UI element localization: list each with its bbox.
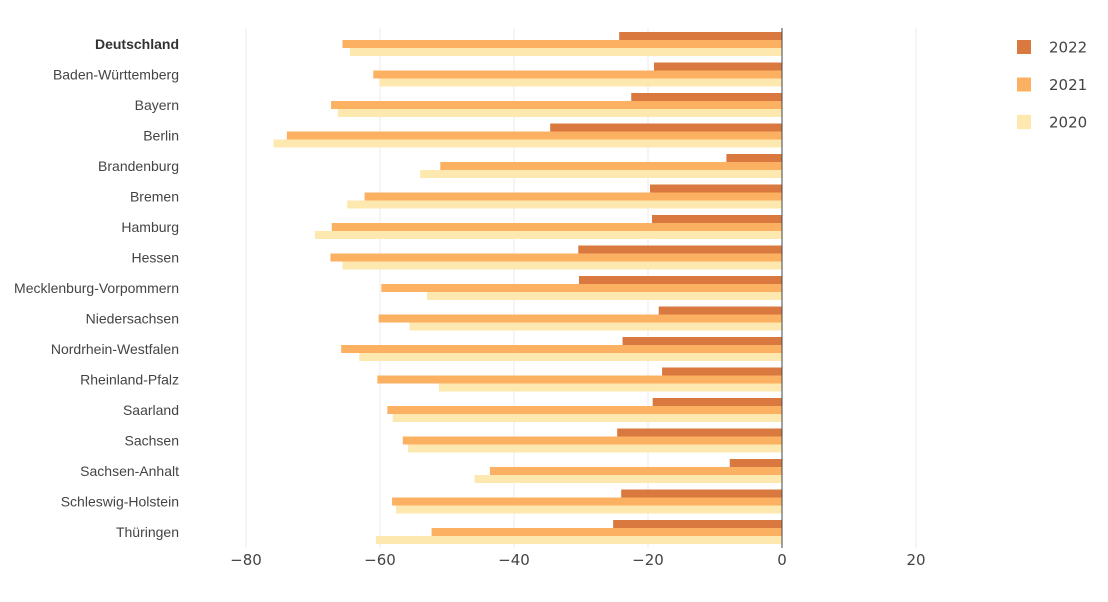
legend-label-2021: 2021	[1049, 76, 1087, 94]
bar-2021-deutschland[interactable]	[342, 40, 782, 48]
bar-2020-schleswig-holstein[interactable]	[396, 505, 782, 514]
bar-2021-nordrhein-westfalen[interactable]	[341, 345, 782, 353]
bar-2022-sachsen-anhalt[interactable]	[729, 459, 782, 467]
bar-2022-brandenburg[interactable]	[726, 154, 782, 162]
bar-2021-berlin[interactable]	[286, 131, 782, 140]
bar-2020-bremen[interactable]	[347, 200, 782, 209]
x-tick-label: 20	[906, 551, 925, 569]
bar-2022-bremen[interactable]	[650, 184, 782, 193]
category-label-brandenburg: Brandenburg	[98, 158, 179, 174]
category-label-deutschland: Deutschland	[95, 36, 179, 52]
bar-2021-sachsen[interactable]	[402, 436, 782, 445]
bar-2020-saarland[interactable]	[392, 414, 782, 422]
bar-2021-sachsen-anhalt[interactable]	[489, 467, 782, 475]
bar-2020-deutschland[interactable]	[349, 48, 782, 56]
bar-2020-brandenburg[interactable]	[420, 170, 782, 178]
bar-2022-bayern[interactable]	[631, 93, 782, 101]
bar-2020-sachsen[interactable]	[408, 444, 782, 453]
bar-2021-schleswig-holstein[interactable]	[392, 497, 782, 506]
category-label-hamburg: Hamburg	[121, 219, 179, 235]
bar-2020-hessen[interactable]	[342, 261, 782, 270]
bar-2021-saarland[interactable]	[387, 406, 782, 414]
legend-item-2020[interactable]: 2020	[1017, 114, 1087, 132]
x-tick-label: −80	[230, 551, 262, 569]
category-label-sachsen-anhalt: Sachsen-Anhalt	[80, 463, 179, 479]
bar-2020-nordrhein-westfalen[interactable]	[359, 353, 782, 361]
x-tick-label: 0	[777, 551, 787, 569]
category-label-rheinland-pfalz: Rheinland-Pfalz	[80, 372, 179, 388]
bar-2021-hamburg[interactable]	[331, 223, 782, 231]
bar-2020-niedersachsen[interactable]	[409, 322, 782, 331]
bar-2020-berlin[interactable]	[273, 139, 782, 148]
category-labels: Deutschland Baden-Württemberg Bayern Berlin…	[14, 36, 179, 540]
bar-2022-thuringen[interactable]	[613, 520, 782, 528]
bar-2021-niedersachsen[interactable]	[378, 314, 782, 323]
x-tick-label: −20	[632, 551, 664, 569]
category-label-nordrhein-westfalen: Nordrhein-Westfalen	[51, 341, 179, 357]
legend-swatch-2020	[1017, 115, 1031, 129]
bar-2021-thuringen[interactable]	[431, 528, 782, 536]
category-label-baden-wurttemberg: Baden-Württemberg	[53, 67, 179, 83]
bar-2021-baden-wurttemberg[interactable]	[373, 70, 782, 79]
bars	[273, 32, 782, 544]
bar-2020-hamburg[interactable]	[315, 231, 782, 239]
bar-2021-hessen[interactable]	[330, 253, 782, 262]
bar-2021-brandenburg[interactable]	[440, 162, 782, 170]
category-label-hessen: Hessen	[132, 250, 179, 266]
bar-2020-rheinland-pfalz[interactable]	[438, 383, 782, 392]
category-label-saarland: Saarland	[123, 402, 179, 418]
bar-2022-mecklenburg-vorpommern[interactable]	[578, 276, 782, 284]
bar-2022-niedersachsen[interactable]	[658, 306, 782, 315]
bar-2022-hessen[interactable]	[578, 245, 782, 254]
legend-swatch-2021	[1017, 77, 1031, 92]
x-tick-label: −60	[364, 551, 396, 569]
bar-2020-sachsen-anhalt[interactable]	[474, 475, 782, 483]
bar-2021-bremen[interactable]	[364, 192, 782, 201]
x-tick-labels: −80 −60 −40 −20 0 20	[230, 551, 925, 569]
category-label-sachsen: Sachsen	[125, 433, 179, 449]
bar-2022-nordrhein-westfalen[interactable]	[622, 337, 782, 345]
bar-2022-deutschland[interactable]	[619, 32, 782, 40]
bar-2021-rheinland-pfalz[interactable]	[377, 375, 782, 384]
bar-2021-mecklenburg-vorpommern[interactable]	[381, 284, 782, 292]
bar-2022-saarland[interactable]	[652, 398, 782, 406]
bar-2020-bayern[interactable]	[337, 109, 782, 117]
category-label-bayern: Bayern	[135, 97, 179, 113]
legend-swatch-2022	[1017, 40, 1031, 54]
bar-2022-hamburg[interactable]	[652, 215, 782, 223]
bar-2021-bayern[interactable]	[331, 101, 782, 109]
category-label-schleswig-holstein: Schleswig-Holstein	[61, 494, 179, 510]
bar-2022-baden-wurttemberg[interactable]	[654, 62, 782, 71]
category-label-bremen: Bremen	[130, 189, 179, 205]
legend-label-2022: 2022	[1049, 39, 1087, 57]
bar-2020-thuringen[interactable]	[375, 536, 782, 544]
legend-item-2021[interactable]: 2021	[1017, 76, 1087, 94]
x-tick-label: −40	[498, 551, 530, 569]
category-label-mecklenburg-vorpommern: Mecklenburg-Vorpommern	[14, 280, 179, 296]
bar-2020-baden-wurttemberg[interactable]	[379, 78, 782, 87]
category-label-niedersachsen: Niedersachsen	[86, 311, 179, 327]
bar-2022-schleswig-holstein[interactable]	[621, 489, 782, 498]
legend-label-2020: 2020	[1049, 114, 1087, 132]
bar-2022-rheinland-pfalz[interactable]	[662, 367, 782, 376]
legend-item-2022[interactable]: 2022	[1017, 39, 1087, 57]
category-label-berlin: Berlin	[143, 128, 179, 144]
legend[interactable]: 2022 2021 2020	[1017, 39, 1087, 132]
bar-2022-berlin[interactable]	[550, 123, 782, 132]
bar-2022-sachsen[interactable]	[617, 428, 782, 437]
category-label-thuringen: Thüringen	[116, 524, 179, 540]
bar-2020-mecklenburg-vorpommern[interactable]	[426, 292, 782, 300]
